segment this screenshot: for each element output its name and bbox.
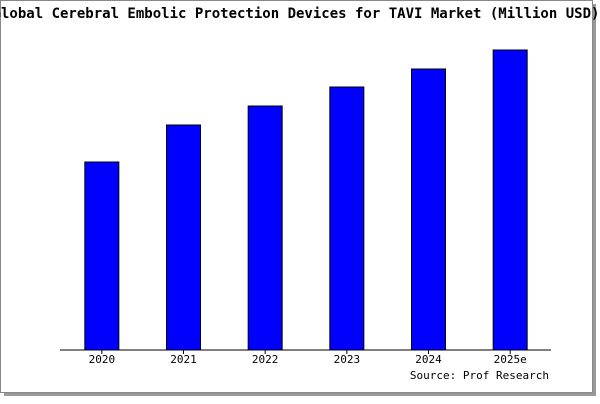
x-tick-label: 2020: [89, 353, 116, 366]
x-tick-label: 2024: [415, 353, 442, 366]
source-note: Source: Prof Research: [410, 369, 549, 382]
bar: [166, 124, 201, 351]
x-tick-label: 2023: [334, 353, 361, 366]
x-tick-label: 2022: [252, 353, 279, 366]
x-tick-label: 2021: [170, 353, 197, 366]
bar: [411, 68, 446, 351]
bar: [492, 49, 528, 351]
bar: [247, 105, 283, 351]
bar: [84, 161, 120, 351]
plot-area: 2020 2021 2022 2023 2024 2025e: [60, 49, 551, 366]
bar: [329, 86, 365, 351]
chart-title: Global Cerebral Embolic Protection Devic…: [0, 6, 599, 22]
x-tick-label: 2025e: [494, 353, 527, 366]
